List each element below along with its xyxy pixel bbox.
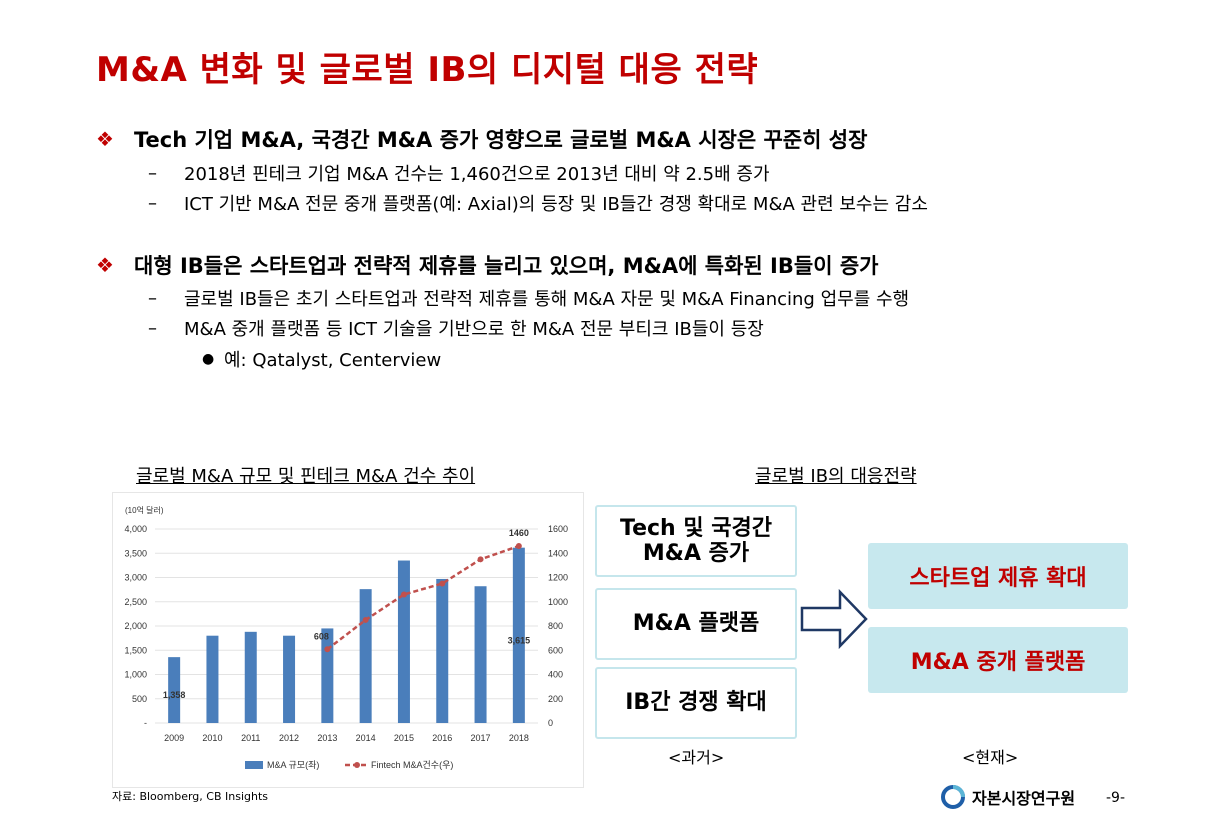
chart-bar: [436, 578, 449, 723]
past-box-tech-text: Tech 및 국경간 M&A 증가: [620, 515, 772, 566]
chart-data-label: 608: [314, 631, 329, 641]
chart-line-point: [400, 591, 407, 598]
chart-left-tick-label: 1,000: [124, 670, 147, 680]
present-label: <현재>: [962, 748, 1019, 767]
chart-line-point: [515, 542, 522, 549]
present-box-startup: 스타트업 제휴 확대: [868, 543, 1128, 609]
chart-line-point: [439, 580, 446, 587]
present-box-startup-text: 스타트업 제휴 확대: [909, 566, 1087, 591]
org-logo: 자본시장연구원: [940, 784, 1075, 810]
chart-x-tick-label: 2015: [394, 733, 414, 743]
org-logo-icon: [941, 785, 965, 809]
section-2-item-1-text: 글로벌 IB들은 초기 스타트업과 전략적 제휴를 통해 M&A 자문 및 M&…: [184, 289, 910, 310]
section-2-item-2-text: M&A 중개 플랫폼 등 ICT 기술을 기반으로 한 M&A 전문 부티크 I…: [184, 319, 764, 340]
chart-x-tick-label: 2011: [241, 733, 260, 743]
chart-left-tick-label: 500: [132, 694, 147, 704]
chart-data-label: 1460: [509, 528, 529, 538]
chart-left-tick-label: 3,000: [124, 573, 147, 583]
section-1-item-2: – ICT 기반 M&A 전문 중개 플랫폼(예: Axial)의 등장 및 I…: [148, 190, 928, 216]
chart-left-tick-label: -: [144, 718, 147, 728]
present-box-platform-text: M&A 중개 플랫폼: [910, 650, 1086, 675]
past-box-competition: IB간 경쟁 확대: [595, 667, 797, 739]
chart-right-tick-label: 200: [548, 694, 563, 704]
past-box-platform: M&A 플랫폼: [595, 588, 797, 660]
chart-unit-label: (10억 달러): [125, 505, 164, 515]
section-2-subitem: ● 예: Qatalyst, Centerview: [202, 346, 441, 372]
chart-right-tick-label: 600: [548, 645, 563, 655]
chart-x-tick-label: 2009: [164, 733, 184, 743]
chart-svg: (10억 달러) - 500 1,000 1,500 2,000 2,500 3,000 3,5…: [124, 505, 568, 770]
chart-bar: [206, 635, 219, 723]
chart-line-point: [324, 646, 331, 653]
chart-legend-bar-label: M&A 규모(좌): [267, 760, 319, 770]
section-1-heading-text: Tech 기업 M&A, 국경간 M&A 증가 영향으로 글로벌 M&A 시장은…: [134, 128, 868, 152]
chart-bar: [168, 657, 181, 723]
section-2-heading: ❖ 대형 IB들은 스타트업과 전략적 제휴를 늘리고 있으며, M&A에 특화…: [96, 250, 878, 280]
section-1-item-1-text: 2018년 핀테크 기업 M&A 건수는 1,460건으로 2013년 대비 약…: [184, 164, 770, 185]
chart-x-tick-label: 2016: [432, 733, 452, 743]
chart-line-fintech: [326, 544, 520, 651]
chart-line-point: [362, 616, 369, 623]
section-2-heading-text: 대형 IB들은 스타트업과 전략적 제휴를 늘리고 있으며, M&A에 특화된 …: [134, 254, 879, 278]
chart-data-label: 1,358: [163, 690, 186, 700]
dash-bullet-icon: –: [148, 317, 157, 339]
chart-legend-bar-swatch: [245, 761, 263, 769]
chart-data-label: 3,615: [508, 636, 531, 646]
chart-x-tick-label: 2014: [356, 733, 376, 743]
chart-left-tick-label: 1,500: [124, 645, 147, 655]
page-number: -9-: [1106, 790, 1126, 806]
chart-x-tick-label: 2010: [202, 733, 222, 743]
chart-line-point: [477, 556, 484, 563]
chart-left-tick-label: 2,500: [124, 597, 147, 607]
past-box-competition-text: IB간 경쟁 확대: [625, 690, 767, 716]
past-label: <과거>: [668, 748, 725, 767]
dash-bullet-icon: –: [148, 162, 157, 184]
org-name: 자본시장연구원: [972, 789, 1076, 808]
chart-x-tick-label: 2012: [279, 733, 299, 743]
diamond-bullet-icon: ❖: [96, 127, 114, 151]
chart-left-tick-label: 3,500: [124, 548, 147, 558]
chart-bar: [474, 586, 487, 723]
present-box-platform: M&A 중개 플랫폼: [868, 627, 1128, 693]
section-1-heading: ❖ Tech 기업 M&A, 국경간 M&A 증가 영향으로 글로벌 M&A 시…: [96, 124, 867, 154]
section-1-item-1: – 2018년 핀테크 기업 M&A 건수는 1,460건으로 2013년 대비…: [148, 160, 770, 186]
chart-x-tick-label: 2018: [509, 733, 529, 743]
chart-right-tick-label: 1000: [548, 597, 568, 607]
chart-legend-line-label: Fintech M&A건수(우): [371, 760, 453, 770]
dot-bullet-icon: ●: [202, 351, 215, 367]
section-2-item-2: – M&A 중개 플랫폼 등 ICT 기술을 기반으로 한 M&A 전문 부티크…: [148, 315, 764, 341]
chart-x-tick-label: 2017: [471, 733, 491, 743]
past-box-platform-text: M&A 플랫폼: [632, 611, 760, 637]
chart-bar: [359, 589, 372, 723]
chart-caption: 글로벌 M&A 규모 및 핀테크 M&A 건수 추이: [136, 466, 476, 487]
past-box-tech: Tech 및 국경간 M&A 증가: [595, 505, 797, 577]
chart-right-tick-label: 800: [548, 621, 563, 631]
section-2-item-1: – 글로벌 IB들은 초기 스타트업과 전략적 제휴를 통해 M&A 자문 및 …: [148, 285, 909, 311]
strategy-caption: 글로벌 IB의 대응전략: [755, 466, 917, 487]
chart-bar: [244, 631, 257, 723]
chart-right-tick-label: 1400: [548, 548, 568, 558]
source-note: 자료: Bloomberg, CB Insights: [112, 790, 268, 803]
chart-x-tick-label: 2013: [317, 733, 337, 743]
chart-legend-line-marker: [354, 762, 360, 768]
chart-bar: [321, 628, 334, 723]
chart-right-tick-label: 400: [548, 670, 563, 680]
chart-right-tick-label: 1600: [548, 524, 568, 534]
section-1-item-2-text: ICT 기반 M&A 전문 중개 플랫폼(예: Axial)의 등장 및 IB들…: [184, 194, 928, 215]
dash-bullet-icon: –: [148, 192, 157, 214]
right-arrow-icon: [800, 588, 868, 650]
chart-bar: [397, 560, 410, 723]
chart-left-tick-label: 2,000: [124, 621, 147, 631]
chart-container: (10억 달러) - 500 1,000 1,500 2,000 2,500 3,000 3,5…: [112, 492, 584, 788]
chart-right-tick-label: 0: [548, 718, 553, 728]
chart-bar: [512, 547, 525, 723]
page-title: M&A 변화 및 글로벌 IB의 디지털 대응 전략: [96, 50, 759, 90]
chart-bar: [283, 635, 296, 723]
dash-bullet-icon: –: [148, 287, 157, 309]
section-2-subitem-text: 예: Qatalyst, Centerview: [224, 350, 442, 371]
diamond-bullet-icon: ❖: [96, 253, 114, 277]
chart-right-tick-label: 1200: [548, 573, 568, 583]
chart-left-tick-label: 4,000: [124, 524, 147, 534]
